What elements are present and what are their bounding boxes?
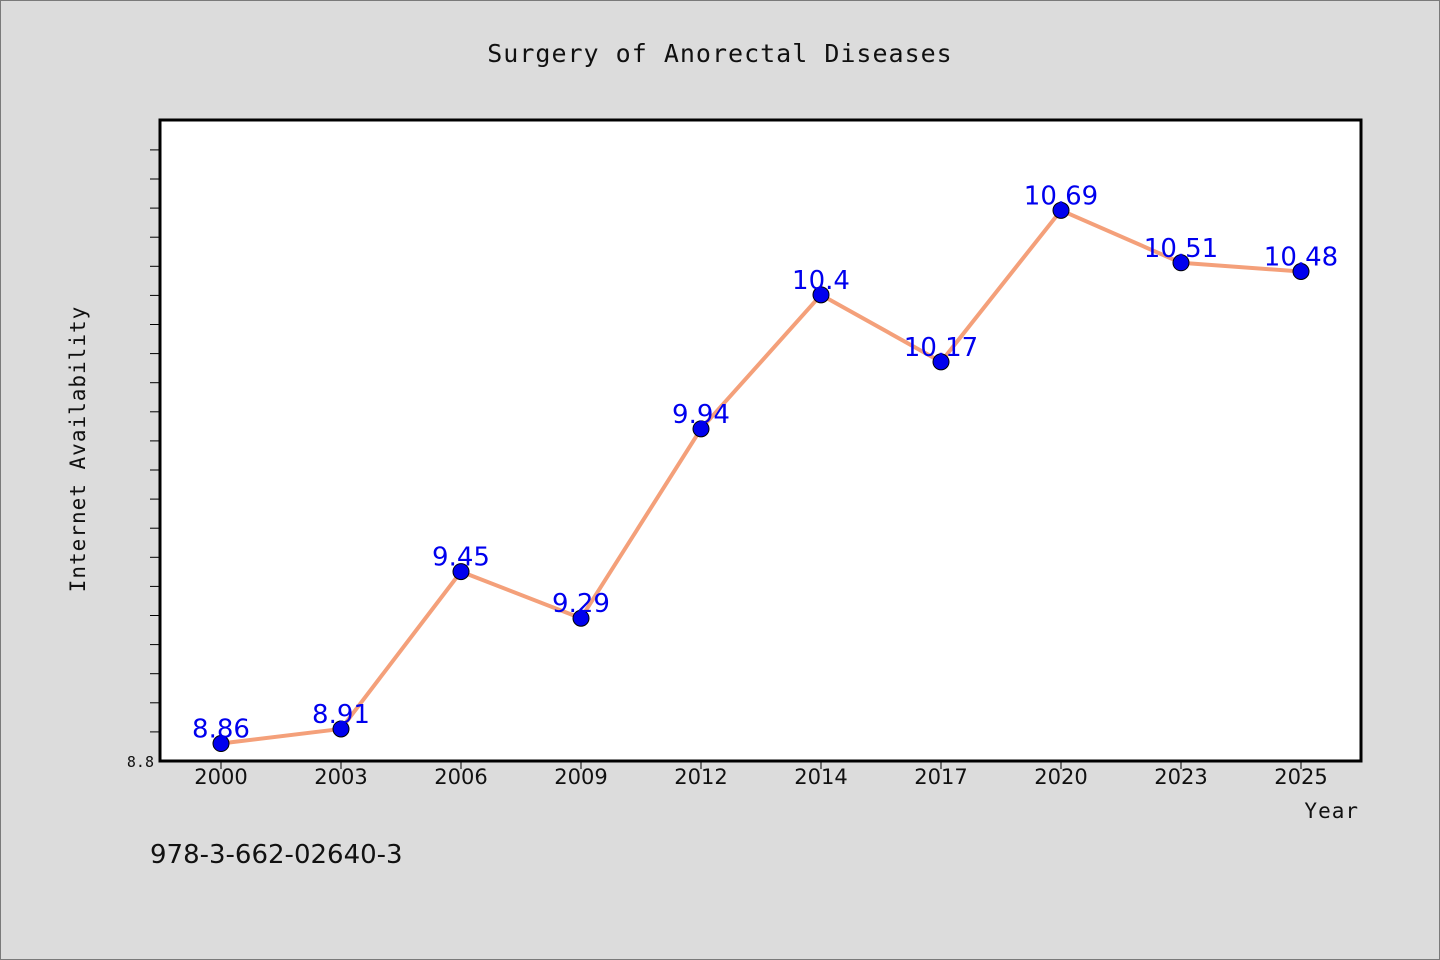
data-label: 9.45	[432, 543, 490, 573]
data-point	[932, 353, 950, 371]
data-label: 10.69	[1024, 181, 1098, 211]
series-group	[212, 201, 1310, 753]
x-tick-label: 2000	[194, 765, 247, 789]
data-label: 9.94	[672, 400, 730, 430]
data-point	[1292, 263, 1310, 281]
data-point	[332, 720, 350, 738]
data-label: 10.48	[1264, 243, 1338, 273]
data-label: 9.29	[552, 589, 610, 619]
data-label: 10.51	[1144, 234, 1218, 264]
plot-area	[158, 118, 1363, 763]
data-label: 8.91	[312, 700, 370, 730]
data-label: 10.17	[904, 333, 978, 363]
data-label: 8.86	[192, 715, 250, 745]
series-line	[220, 208, 1302, 746]
data-point	[212, 735, 230, 753]
x-tick-label: 2020	[1034, 765, 1087, 789]
x-tick-label: 2012	[674, 765, 727, 789]
data-point	[572, 609, 590, 627]
x-tick-label: 2023	[1154, 765, 1207, 789]
y-tick-label-min: 8.8	[127, 753, 154, 771]
x-tick-label: 2009	[554, 765, 607, 789]
x-tick-label: 2017	[914, 765, 967, 789]
x-tick-label: 2025	[1274, 765, 1327, 789]
x-axis-label: Year	[1304, 799, 1359, 823]
data-labels: 8.86 8.91 9.45 9.29 9.94 10.4 10.17 10.69 10.51 1…	[192, 181, 1338, 744]
y-axis-label: Internet Availability	[66, 306, 90, 593]
data-point	[1172, 254, 1190, 272]
chart-title: Surgery of Anorectal Diseases	[487, 39, 953, 68]
data-point	[1052, 201, 1070, 219]
data-point	[452, 563, 470, 581]
y-axis-ticks	[150, 149, 160, 733]
data-point	[812, 286, 830, 304]
data-label: 10.4	[792, 266, 850, 296]
x-tick-label: 2003	[314, 765, 367, 789]
isbn-annotation: 978-3-662-02640-3	[150, 840, 403, 870]
x-tick-label: 2006	[434, 765, 487, 789]
x-axis-ticks: 2000 2003 2006 2009 2012 2014 2017 2020 2023 2025	[194, 761, 1328, 789]
data-point	[692, 420, 710, 438]
x-tick-label: 2014	[794, 765, 847, 789]
